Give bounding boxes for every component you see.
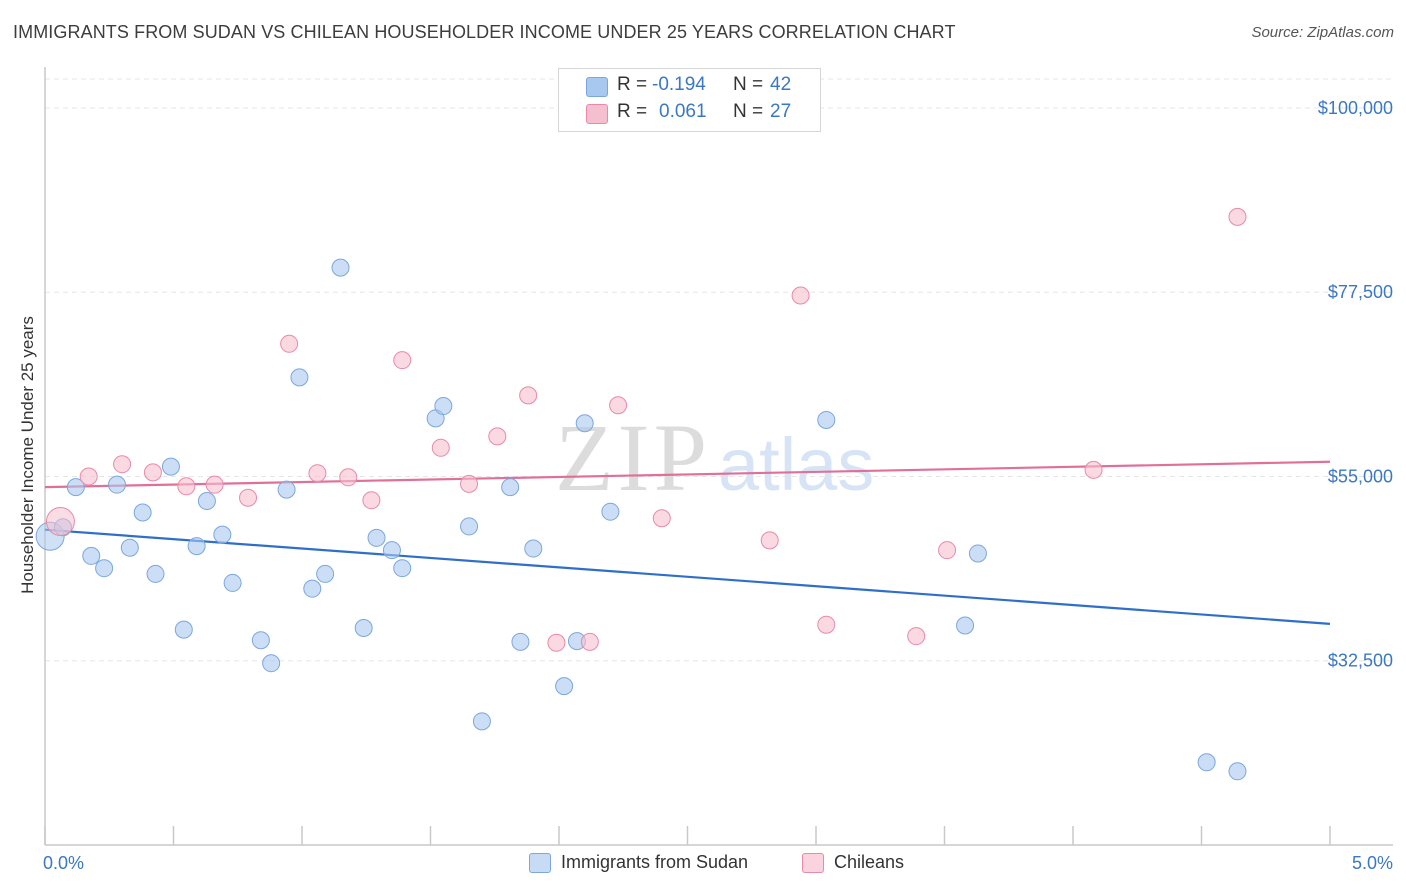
point-sudan: [187, 537, 206, 556]
point-sudan: [367, 528, 386, 547]
n-value: 27: [770, 101, 792, 122]
point-chileans: [488, 427, 507, 446]
point-sudan: [524, 539, 543, 558]
point-chileans: [519, 386, 538, 405]
point-chileans: [308, 464, 327, 483]
point-sudan: [331, 258, 350, 277]
trend-lines: [44, 460, 1331, 625]
point-chileans: [177, 477, 196, 496]
legend-label-chileans: Chileans: [834, 852, 905, 872]
trend-line-1: [44, 460, 1331, 489]
point-sudan: [354, 618, 373, 637]
point-chileans: [817, 615, 836, 634]
n-label: N =: [733, 101, 764, 122]
point-sudan: [817, 410, 836, 429]
x-tick-label-right: 5.0%: [1352, 853, 1393, 873]
legend-label-sudan: Immigrants from Sudan: [561, 852, 749, 872]
point-chileans: [652, 509, 671, 528]
swatch-sudan: [586, 77, 608, 97]
stats-box: R = -0.194 N = 42 R = 0.061 N = 27: [558, 68, 821, 132]
source-label: Source: ZipAtlas.com: [1251, 24, 1394, 41]
point-sudan: [460, 517, 479, 536]
point-chileans: [580, 632, 599, 651]
n-value: 42: [770, 74, 792, 95]
point-sudan: [66, 478, 85, 497]
point-chileans: [609, 396, 628, 415]
watermark: ZIP atlas: [555, 404, 874, 511]
legend-swatch-chileans: [802, 853, 824, 873]
point-sudan: [555, 677, 574, 696]
point-sudan: [472, 712, 491, 731]
point-chileans: [938, 541, 957, 560]
point-sudan: [146, 564, 165, 583]
point-sudan: [223, 573, 242, 592]
point-sudan: [956, 616, 975, 635]
point-chileans: [547, 633, 566, 652]
point-chileans: [1228, 207, 1247, 226]
point-sudan: [107, 475, 126, 494]
point-sudan: [197, 492, 216, 511]
point-sudan: [382, 541, 401, 560]
point-chileans: [280, 334, 299, 353]
gridlines: [45, 78, 1393, 662]
data-points: [35, 207, 1247, 781]
point-sudan: [501, 478, 520, 497]
point-chileans: [907, 627, 926, 646]
point-sudan: [316, 564, 335, 583]
point-chileans: [431, 438, 450, 457]
y-tick-label: $100,000: [1318, 98, 1393, 118]
point-chileans: [113, 455, 132, 474]
y-tick-label: $77,500: [1328, 282, 1393, 302]
tick-labels: $100,000 $77,500 $55,000 $32,500 0.0% 5.0%: [43, 98, 1393, 873]
x-tick-label-left: 0.0%: [43, 853, 84, 873]
point-chileans: [45, 507, 75, 537]
n-label: N =: [733, 74, 764, 95]
point-sudan: [251, 631, 270, 650]
point-chileans: [339, 468, 358, 487]
r-label: R =: [617, 101, 648, 122]
point-sudan: [213, 525, 232, 544]
swatch-chileans: [586, 104, 608, 124]
y-axis-label: Householder Income Under 25 years: [18, 316, 37, 594]
point-sudan: [1197, 753, 1216, 772]
chart-title: IMMIGRANTS FROM SUDAN VS CHILEAN HOUSEHO…: [13, 22, 956, 42]
point-sudan: [174, 620, 193, 639]
point-sudan: [95, 559, 114, 578]
point-chileans: [460, 474, 479, 493]
point-chileans: [362, 491, 381, 510]
point-sudan: [303, 579, 322, 598]
y-tick-label: $32,500: [1328, 651, 1393, 671]
point-chileans: [143, 463, 162, 482]
r-value: 0.061: [659, 101, 707, 122]
point-sudan: [434, 397, 453, 416]
point-chileans: [760, 531, 779, 550]
axes: [44, 67, 1393, 846]
y-tick-label: $55,000: [1328, 466, 1393, 486]
point-chileans: [393, 351, 412, 370]
point-sudan: [1228, 762, 1247, 781]
trend-line-0: [44, 528, 1331, 625]
point-chileans: [205, 475, 224, 494]
point-sudan: [575, 414, 594, 433]
point-chileans: [239, 488, 258, 507]
r-value: -0.194: [652, 74, 706, 95]
point-sudan: [133, 503, 152, 522]
watermark-atlas: atlas: [718, 423, 874, 506]
point-sudan: [161, 457, 180, 476]
point-sudan: [290, 368, 309, 387]
point-sudan: [511, 632, 530, 651]
legend-swatch-sudan: [529, 853, 551, 873]
point-sudan: [968, 544, 987, 563]
point-sudan: [120, 538, 139, 557]
r-label: R =: [617, 74, 648, 95]
point-chileans: [791, 286, 810, 305]
point-sudan: [262, 654, 281, 673]
point-sudan: [277, 480, 296, 499]
point-sudan: [393, 559, 412, 578]
point-chileans: [79, 467, 98, 486]
point-sudan: [601, 502, 620, 521]
point-sudan: [82, 546, 101, 565]
point-chileans: [1084, 460, 1103, 479]
